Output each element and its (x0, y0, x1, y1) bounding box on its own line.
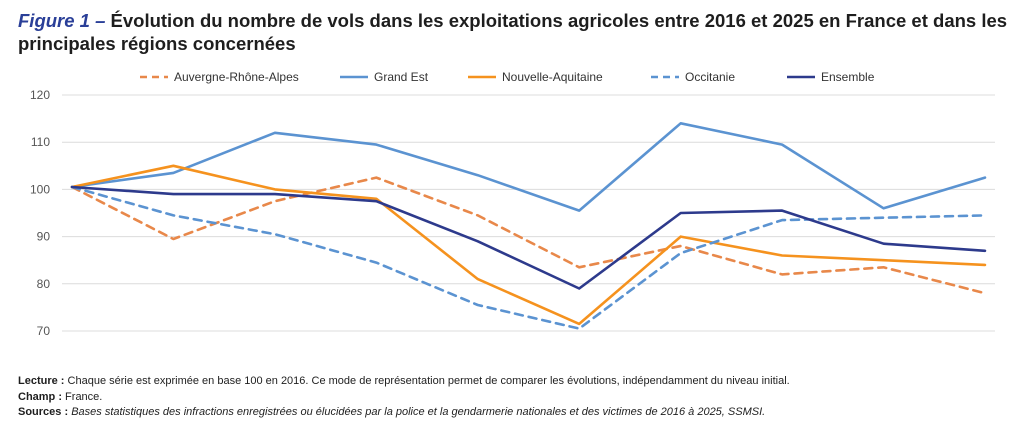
champ-label: Champ : (18, 390, 62, 403)
figure-label: Figure 1 – (18, 10, 106, 31)
series-line-ensemble (70, 185, 987, 290)
y-axis: 70 80 90 100 110 120 (30, 88, 50, 338)
legend-label: Auvergne-Rhône-Alpes (174, 70, 299, 84)
grid (62, 94, 995, 332)
y-tick-label: 120 (30, 88, 50, 102)
lecture-text: Chaque série est exprimée en base 100 en… (64, 375, 790, 387)
y-tick-label: 90 (37, 230, 51, 244)
chart-title: Figure 1 – Évolution du nombre de vols d… (18, 9, 1008, 55)
champ-text: France. (62, 390, 103, 403)
legend-label: Nouvelle-Aquitaine (502, 70, 603, 84)
chart-notes: Lecture : Chaque série est exprimée en b… (18, 374, 1008, 421)
legend: Auvergne-Rhône-Alpes Grand Est Nouvelle-Aq… (140, 70, 875, 84)
series-line-nouvelle-aquitaine (70, 164, 987, 326)
y-tick-label: 70 (37, 324, 51, 338)
series-lines (70, 122, 987, 330)
legend-label: Ensemble (821, 70, 875, 84)
lecture-note: Lecture : Chaque série est exprimée en b… (18, 374, 1008, 390)
y-tick-label: 100 (30, 182, 50, 196)
legend-label: Grand Est (374, 70, 429, 84)
title-text: Évolution du nombre de vols dans les exp… (18, 10, 1008, 54)
lecture-label: Lecture : (18, 375, 65, 387)
sources-text: Bases statistiques des infractions enreg… (68, 406, 766, 418)
legend-label: Occitanie (685, 70, 735, 84)
sources-label: Sources : (18, 406, 69, 418)
series-line-grand-est (70, 122, 987, 212)
champ-note: Champ : France. (18, 390, 1008, 406)
line-chart: Auvergne-Rhône-Alpes Grand Est Nouvelle-Aq… (30, 70, 995, 338)
y-tick-label: 110 (31, 135, 50, 149)
series-line-occitanie (70, 185, 987, 330)
sources-note: Sources : Bases statistiques des infract… (18, 405, 1008, 421)
series-line-auvergne-rh-ne-alpes (70, 176, 987, 295)
y-tick-label: 80 (37, 277, 51, 291)
